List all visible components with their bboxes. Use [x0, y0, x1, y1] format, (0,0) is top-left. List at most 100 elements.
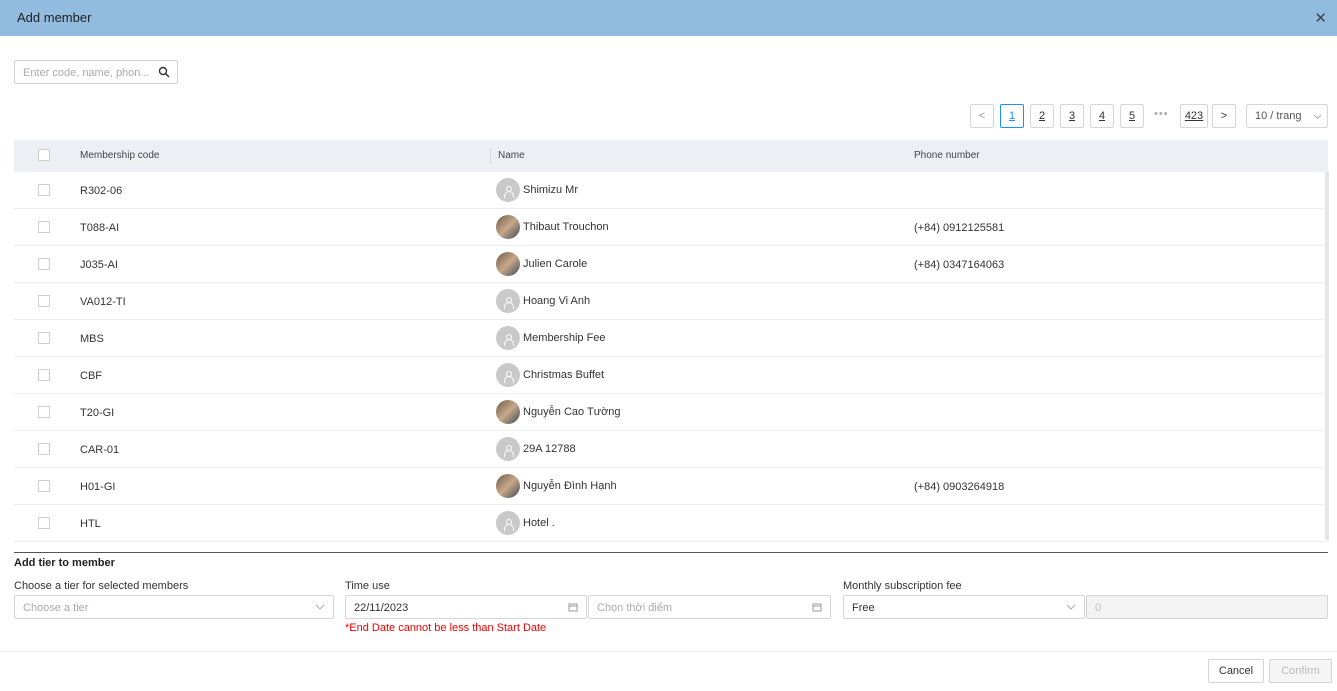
footer-divider: [0, 651, 1337, 652]
date-error-message: *End Date cannot be less than Start Date: [345, 622, 547, 634]
avatar: [496, 326, 520, 350]
avatar: [496, 289, 520, 313]
time-label: Time use: [345, 580, 390, 592]
member-name: Nguyễn Đình Hạnh: [523, 480, 617, 492]
member-name: Christmas Buffet: [523, 369, 605, 381]
section-divider: [14, 552, 1328, 553]
row-checkbox[interactable]: [38, 443, 50, 455]
table-row[interactable]: T20-GI Nguyễn Cao Tường: [14, 394, 1328, 431]
page-1-button[interactable]: 1: [1000, 104, 1024, 128]
avatar: [496, 511, 520, 535]
table-row[interactable]: VA012-TI Hoang Vi Anh: [14, 283, 1328, 320]
search-icon[interactable]: [158, 66, 170, 78]
header-code: Membership code: [80, 150, 160, 161]
end-date-input[interactable]: Chọn thời điểm: [588, 595, 831, 619]
dialog-header: Add member ✕: [0, 0, 1337, 36]
table-header: Membership code Name Phone number: [14, 140, 1328, 172]
avatar: [496, 400, 520, 424]
member-name-cell: Nguyễn Đình Hạnh: [496, 474, 617, 498]
search-placeholder: Enter code, name, phon...: [23, 67, 150, 79]
table-row[interactable]: MBS Membership Fee: [14, 320, 1328, 357]
avatar: [496, 437, 520, 461]
member-name: Julien Carole: [523, 258, 588, 270]
row-checkbox[interactable]: [38, 258, 50, 270]
avatar: [496, 252, 520, 276]
chevron-down-icon: [1313, 114, 1322, 120]
membership-code: R302-06: [80, 185, 123, 197]
member-name-cell: Hoang Vi Anh: [496, 289, 590, 313]
chevron-down-icon: [1066, 604, 1076, 610]
table-row[interactable]: T088-AI Thibaut Trouchon (+84) 091212558…: [14, 209, 1328, 246]
table-row[interactable]: J035-AI Julien Carole (+84) 0347164063: [14, 246, 1328, 283]
page-2-button[interactable]: 2: [1030, 104, 1054, 128]
membership-code: CAR-01: [80, 444, 120, 456]
select-all-checkbox[interactable]: [38, 149, 50, 161]
table-row[interactable]: CBF Christmas Buffet: [14, 357, 1328, 394]
table-row[interactable]: HTL Hotel .: [14, 505, 1328, 542]
search-input[interactable]: Enter code, name, phon...: [14, 60, 178, 84]
start-date-input[interactable]: 22/11/2023: [345, 595, 587, 619]
tier-select[interactable]: Choose a tier: [14, 595, 334, 619]
header-phone: Phone number: [914, 150, 980, 161]
table-row[interactable]: H01-GI Nguyễn Đình Hạnh (+84) 0903264918: [14, 468, 1328, 505]
row-checkbox[interactable]: [38, 295, 50, 307]
tier-placeholder: Choose a tier: [23, 602, 89, 614]
membership-code: HTL: [80, 518, 101, 530]
member-name: Hoang Vi Anh: [523, 295, 591, 307]
membership-code: J035-AI: [80, 259, 118, 271]
page-4-button[interactable]: 4: [1090, 104, 1114, 128]
column-divider: [490, 148, 491, 164]
member-name: Membership Fee: [523, 332, 606, 344]
member-name: Hotel .: [523, 517, 555, 529]
confirm-button[interactable]: Confirm: [1269, 659, 1332, 683]
avatar: [496, 363, 520, 387]
calendar-icon: [812, 603, 822, 612]
phone-number: (+84) 0347164063: [914, 259, 1005, 271]
member-name-cell: Shimizu Mr: [496, 178, 578, 202]
calendar-icon: [568, 603, 578, 612]
member-name-cell: Hotel .: [496, 511, 555, 535]
member-name-cell: Christmas Buffet: [496, 363, 604, 387]
table-scrollbar[interactable]: [1325, 172, 1329, 540]
phone-number: (+84) 0912125581: [914, 222, 1005, 234]
fee-amount-value: 0: [1095, 602, 1102, 614]
page-last-button[interactable]: 423: [1180, 104, 1208, 128]
member-name-cell: Thibaut Trouchon: [496, 215, 609, 239]
header-name: Name: [498, 150, 525, 161]
member-name: Thibaut Trouchon: [523, 221, 609, 233]
avatar: [496, 178, 520, 202]
row-checkbox[interactable]: [38, 332, 50, 344]
membership-code: CBF: [80, 370, 102, 382]
row-checkbox[interactable]: [38, 369, 50, 381]
section-title: Add tier to member: [14, 557, 115, 569]
pagination-ellipsis[interactable]: •••: [1154, 108, 1169, 120]
row-checkbox[interactable]: [38, 221, 50, 233]
prev-page-button[interactable]: <: [970, 104, 994, 128]
membership-code: T20-GI: [80, 407, 115, 419]
fee-label: Monthly subscription fee: [843, 580, 962, 592]
start-date-value: 22/11/2023: [354, 602, 409, 614]
chevron-down-icon: [315, 604, 325, 610]
row-checkbox[interactable]: [38, 406, 50, 418]
table-row[interactable]: R302-06 Shimizu Mr: [14, 172, 1328, 209]
avatar: [496, 474, 520, 498]
member-name: 29A 12788: [523, 443, 576, 455]
row-checkbox[interactable]: [38, 480, 50, 492]
page-size-select[interactable]: 10 / trang: [1246, 104, 1328, 128]
members-table: Membership code Name Phone number R302-0…: [14, 140, 1328, 542]
member-name-cell: 29A 12788: [496, 437, 576, 461]
row-checkbox[interactable]: [38, 184, 50, 196]
page-size-value: 10 / trang: [1255, 110, 1302, 122]
table-row[interactable]: CAR-01 29A 12788: [14, 431, 1328, 468]
page-5-button[interactable]: 5: [1120, 104, 1144, 128]
tier-label: Choose a tier for selected members: [14, 580, 189, 592]
close-icon[interactable]: ✕: [1314, 10, 1327, 27]
cancel-button[interactable]: Cancel: [1208, 659, 1264, 683]
row-checkbox[interactable]: [38, 517, 50, 529]
next-page-button[interactable]: >: [1212, 104, 1236, 128]
page-3-button[interactable]: 3: [1060, 104, 1084, 128]
fee-option: Free: [852, 602, 875, 614]
member-name: Nguyễn Cao Tường: [523, 406, 621, 418]
fee-select[interactable]: Free: [843, 595, 1085, 619]
dialog-title: Add member: [17, 10, 92, 25]
